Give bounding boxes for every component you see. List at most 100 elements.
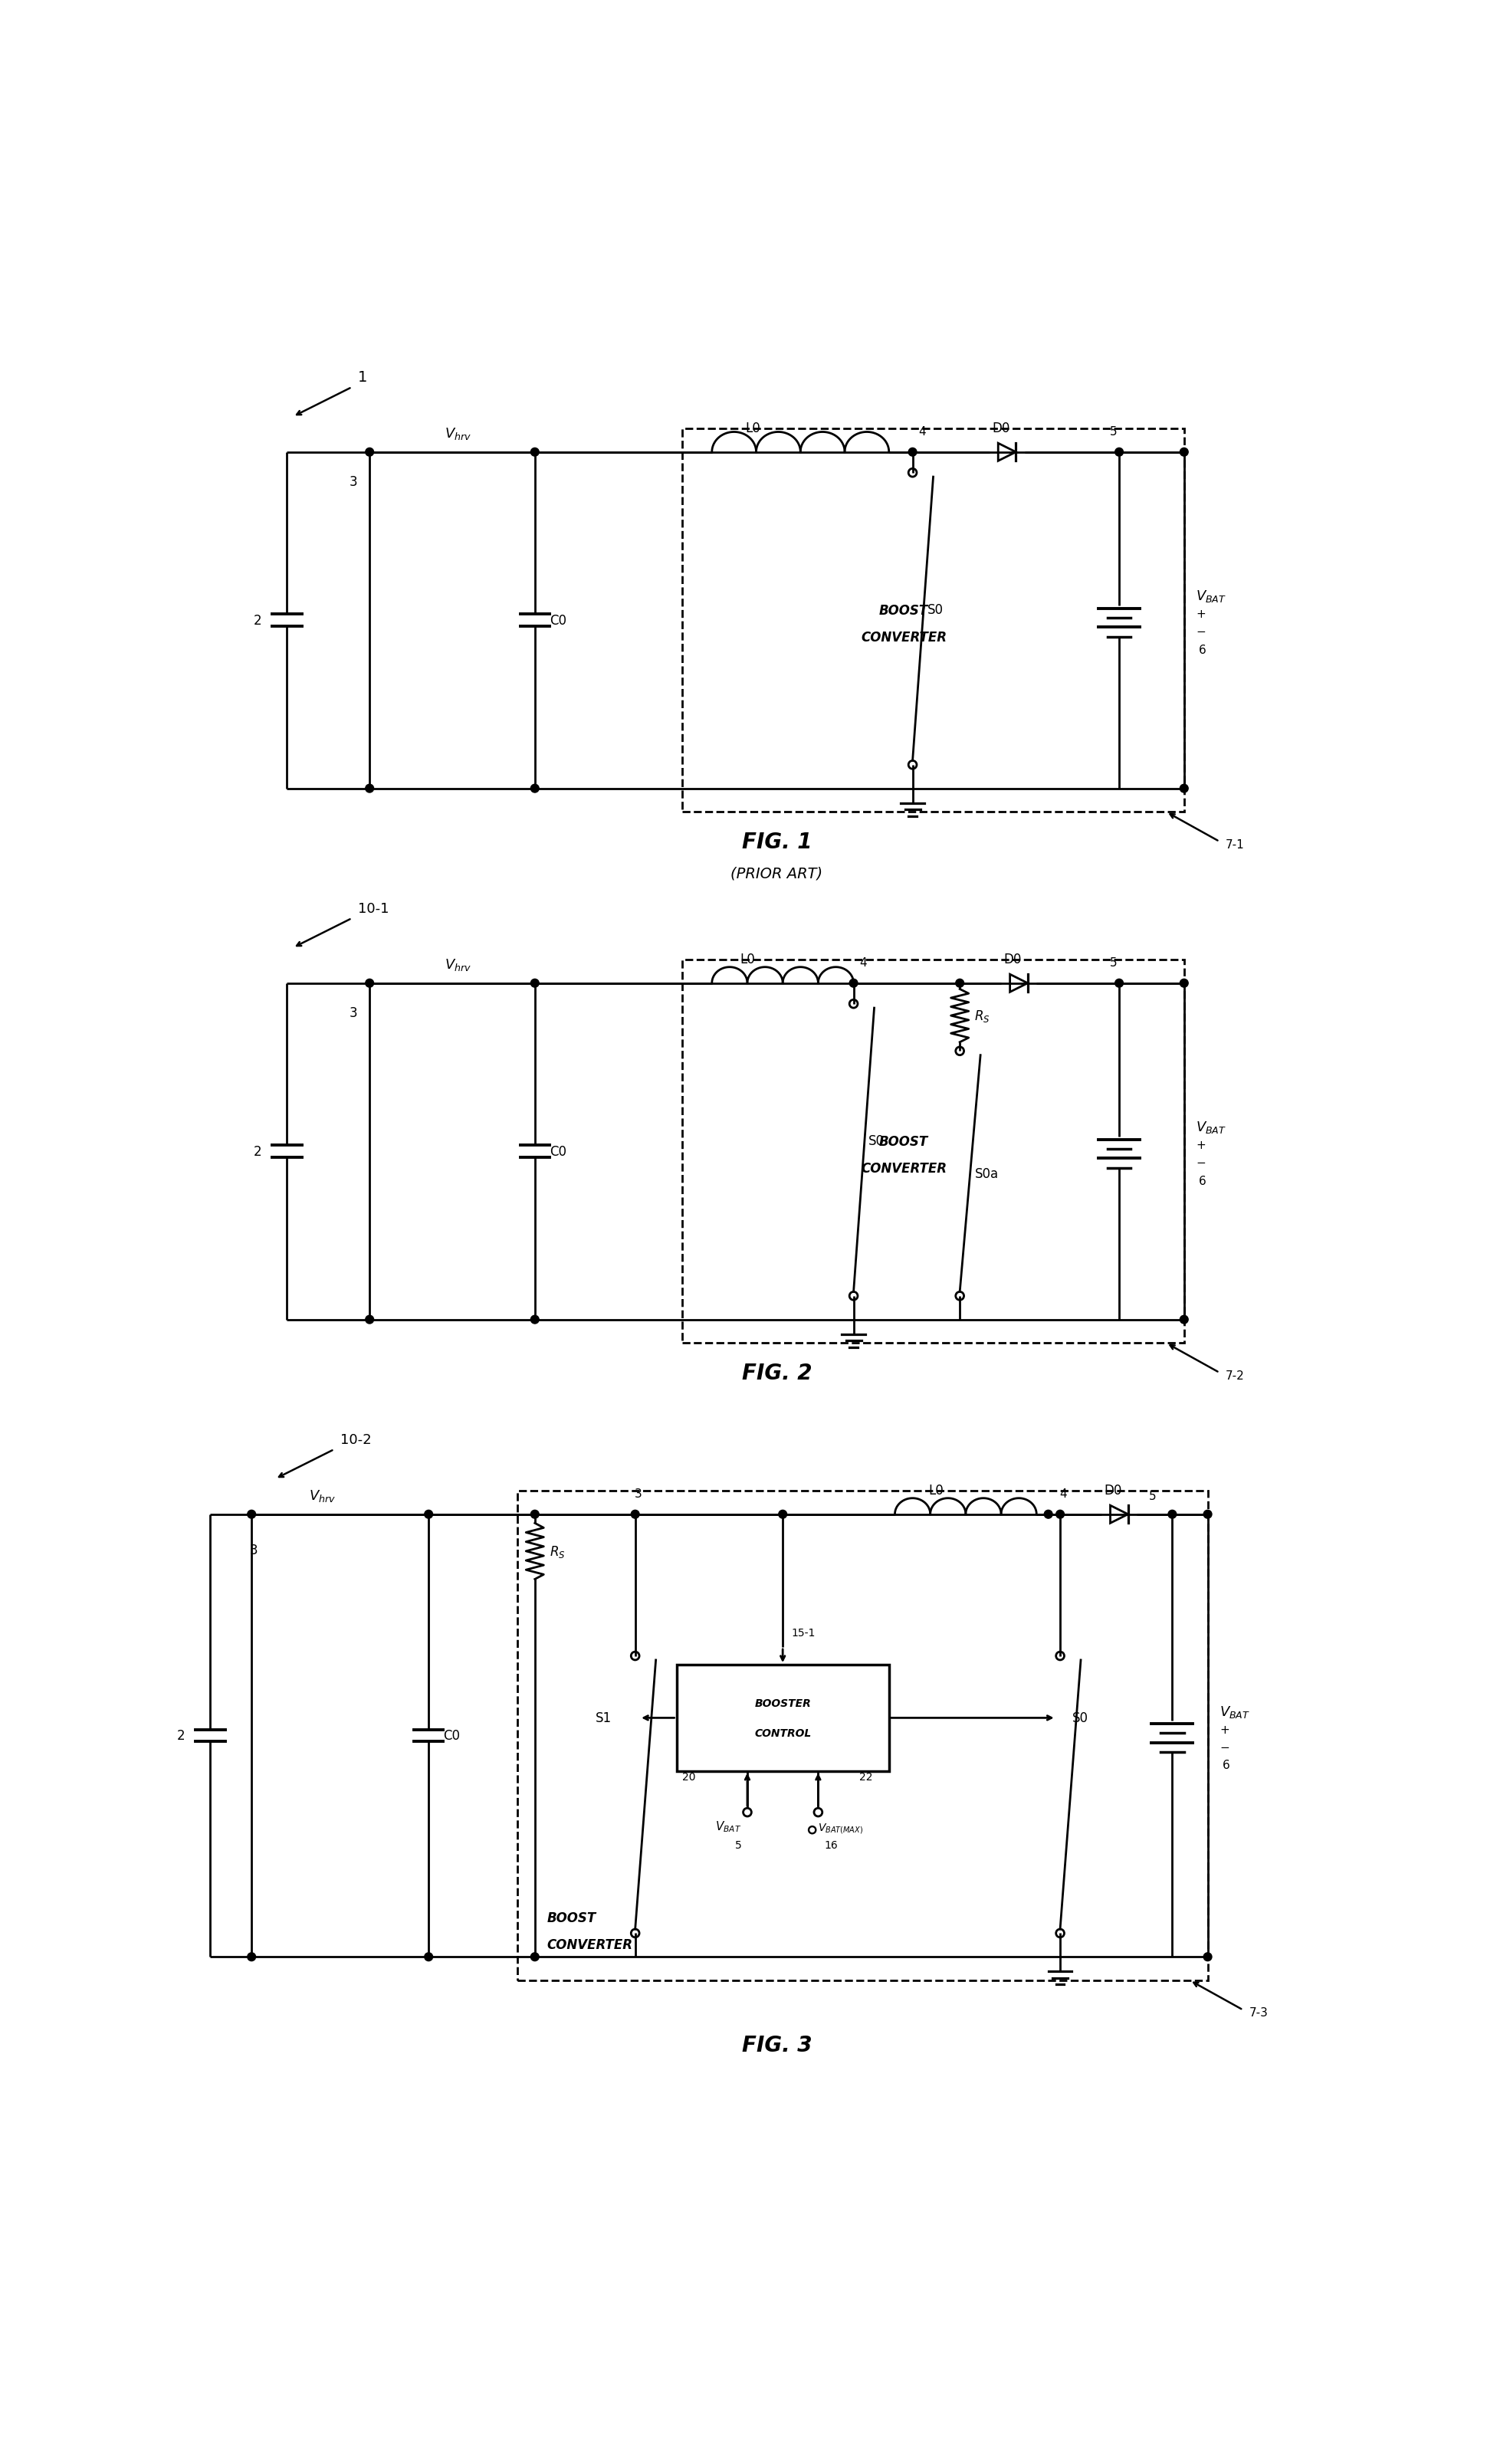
Text: C0: C0 [550,614,566,628]
Text: S1: S1 [595,1710,612,1725]
Text: 20: 20 [683,1772,696,1781]
Text: BOOST: BOOST [879,1136,929,1148]
Text: 22: 22 [859,1772,873,1781]
Text: C0: C0 [550,1146,566,1158]
Text: 6: 6 [1199,1175,1206,1188]
Circle shape [909,448,917,456]
Text: 5: 5 [1110,426,1117,436]
Text: L0: L0 [740,951,755,966]
Text: 7-2: 7-2 [1226,1370,1244,1382]
Text: 2: 2 [254,1146,261,1158]
Circle shape [365,1316,373,1323]
Text: BOOST: BOOST [547,1912,596,1924]
Circle shape [530,978,539,988]
Text: 3: 3 [634,1488,642,1498]
Text: 3: 3 [350,1005,358,1020]
Text: BOOSTER: BOOSTER [755,1698,811,1708]
Text: 15-1: 15-1 [791,1626,815,1639]
Circle shape [530,1316,539,1323]
Text: $V_{BAT}$: $V_{BAT}$ [1196,589,1226,604]
Circle shape [1203,1954,1213,1961]
Circle shape [248,1954,255,1961]
Circle shape [530,784,539,793]
Text: L0: L0 [929,1483,944,1498]
Text: $V_{hrv}$: $V_{hrv}$ [444,426,471,441]
Text: $V_{hrv}$: $V_{hrv}$ [444,958,471,973]
Circle shape [1179,1316,1188,1323]
Text: CONVERTER: CONVERTER [861,1161,947,1175]
Text: 2: 2 [177,1730,184,1742]
Text: $V_{hrv}$: $V_{hrv}$ [310,1488,335,1503]
Text: $V_{BAT(MAX)}$: $V_{BAT(MAX)}$ [818,1821,864,1836]
Circle shape [365,784,373,793]
Circle shape [1179,978,1188,988]
Text: 5: 5 [735,1841,741,1850]
Text: CONVERTER: CONVERTER [861,631,947,646]
Text: 16: 16 [824,1841,838,1850]
Text: FIG. 3: FIG. 3 [741,2035,812,2055]
Text: 5: 5 [1149,1491,1157,1503]
Text: (PRIOR ART): (PRIOR ART) [731,865,823,880]
Text: $R_S$: $R_S$ [974,1008,991,1023]
Circle shape [1179,448,1188,456]
Text: +: + [1220,1725,1229,1735]
Circle shape [956,978,963,988]
Text: 3: 3 [350,476,358,488]
Circle shape [530,448,539,456]
Text: 6: 6 [1199,643,1206,655]
Circle shape [248,1510,255,1518]
Bar [516,1491,1208,1981]
Circle shape [530,1510,539,1518]
Text: CONTROL: CONTROL [755,1727,811,1737]
Text: +: + [1196,609,1205,621]
Circle shape [631,1510,639,1518]
Circle shape [1169,1510,1176,1518]
Circle shape [1114,448,1123,456]
Bar [676,1666,889,1772]
Circle shape [1045,1510,1052,1518]
Circle shape [779,1510,787,1518]
Text: 4: 4 [918,426,926,436]
Bar [683,429,1184,813]
Text: 7-1: 7-1 [1226,838,1244,850]
Text: +: + [1196,1138,1205,1151]
Text: D0: D0 [1004,951,1022,966]
Text: 1: 1 [358,370,367,384]
Circle shape [424,1510,433,1518]
Circle shape [530,1954,539,1961]
Text: C0: C0 [444,1730,461,1742]
Bar [683,961,1184,1343]
Text: FIG. 2: FIG. 2 [741,1363,812,1382]
Circle shape [1179,784,1188,793]
Circle shape [365,448,373,456]
Text: 5: 5 [1110,956,1117,968]
Text: $V_{BAT}$: $V_{BAT}$ [1220,1703,1250,1720]
Circle shape [424,1954,433,1961]
Text: −: − [1196,1158,1205,1168]
Text: −: − [1196,626,1205,638]
Text: 10-1: 10-1 [358,902,390,917]
Text: S0: S0 [868,1133,885,1148]
Text: 4: 4 [859,956,867,968]
Text: S0a: S0a [974,1168,998,1180]
Text: S0: S0 [1072,1710,1089,1725]
Text: FIG. 1: FIG. 1 [741,830,812,853]
Circle shape [850,978,858,988]
Text: CONVERTER: CONVERTER [547,1937,633,1951]
Text: D0: D0 [992,421,1010,436]
Circle shape [365,978,373,988]
Circle shape [1114,978,1123,988]
Text: −: − [1220,1742,1229,1752]
Text: $V_{BAT}$: $V_{BAT}$ [716,1818,741,1833]
Text: S0: S0 [927,604,944,616]
Text: D0: D0 [1104,1483,1122,1498]
Text: 7-3: 7-3 [1249,2006,1268,2018]
Circle shape [1055,1510,1065,1518]
Text: 10-2: 10-2 [340,1434,371,1446]
Circle shape [1203,1510,1213,1518]
Text: L0: L0 [746,421,761,436]
Text: BOOST: BOOST [879,604,929,618]
Text: $V_{BAT}$: $V_{BAT}$ [1196,1119,1226,1136]
Text: $R_S$: $R_S$ [550,1545,565,1560]
Text: 2: 2 [254,614,261,628]
